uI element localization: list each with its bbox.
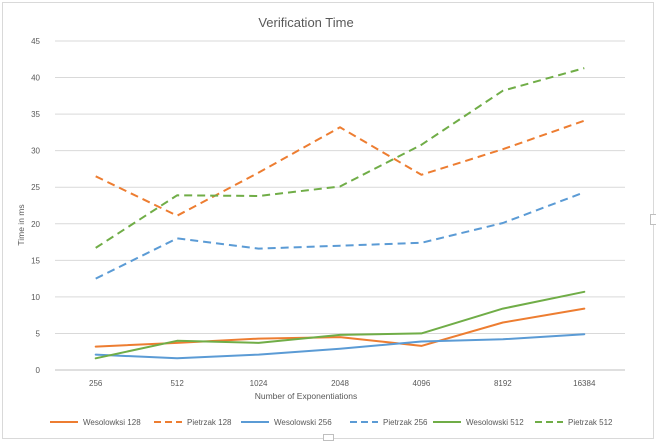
x-tick-label: 2048 (331, 379, 349, 388)
chart-title: Verification Time (258, 15, 353, 30)
x-tick-label: 512 (170, 379, 184, 388)
series-line (95, 119, 585, 217)
legend-label: Wesolowski 512 (466, 418, 524, 427)
legend-label: Pietrzak 512 (568, 418, 613, 427)
gridlines (55, 40, 625, 371)
legend: Wesolowksi 128 Pietrzak 128 Wesolowski 256… (50, 418, 613, 427)
legend-label: Pietrzak 128 (187, 418, 232, 427)
x-tick-label: 8192 (494, 379, 512, 388)
y-axis-tick-labels: 0 5 10 15 20 25 30 35 40 45 (31, 37, 40, 375)
series-line (94, 333, 586, 360)
x-tick-label: 16384 (573, 379, 596, 388)
resize-handle-right[interactable] (650, 214, 656, 225)
legend-label: Wesolowski 256 (274, 418, 332, 427)
y-tick-label: 20 (31, 220, 40, 229)
y-axis-label: Time in ms (16, 204, 26, 245)
series-lines (94, 67, 586, 360)
y-tick-label: 15 (31, 256, 40, 265)
x-axis-tick-labels: 256 512 1024 2048 4096 8192 16384 (89, 379, 596, 388)
y-tick-label: 35 (31, 110, 40, 119)
x-tick-label: 4096 (413, 379, 431, 388)
x-tick-label: 1024 (250, 379, 268, 388)
y-tick-label: 5 (36, 329, 41, 338)
series-line (94, 290, 586, 360)
y-tick-label: 30 (31, 147, 40, 156)
legend-label: Pietrzak 256 (383, 418, 428, 427)
y-tick-label: 10 (31, 293, 40, 302)
y-tick-label: 25 (31, 183, 40, 192)
legend-label: Wesolowksi 128 (83, 418, 141, 427)
x-axis-label: Number of Exponentiations (255, 391, 358, 401)
verification-time-chart: Verification Time 0 5 10 15 20 25 30 35 40 45 256… (16, 15, 625, 427)
x-tick-label: 256 (89, 379, 103, 388)
y-tick-label: 40 (31, 74, 40, 83)
y-tick-label: 45 (31, 37, 40, 46)
resize-handle-bottom[interactable] (323, 434, 334, 441)
y-tick-label: 0 (36, 366, 41, 375)
series-line (95, 67, 585, 249)
series-line (95, 191, 585, 280)
series-line (94, 307, 586, 348)
